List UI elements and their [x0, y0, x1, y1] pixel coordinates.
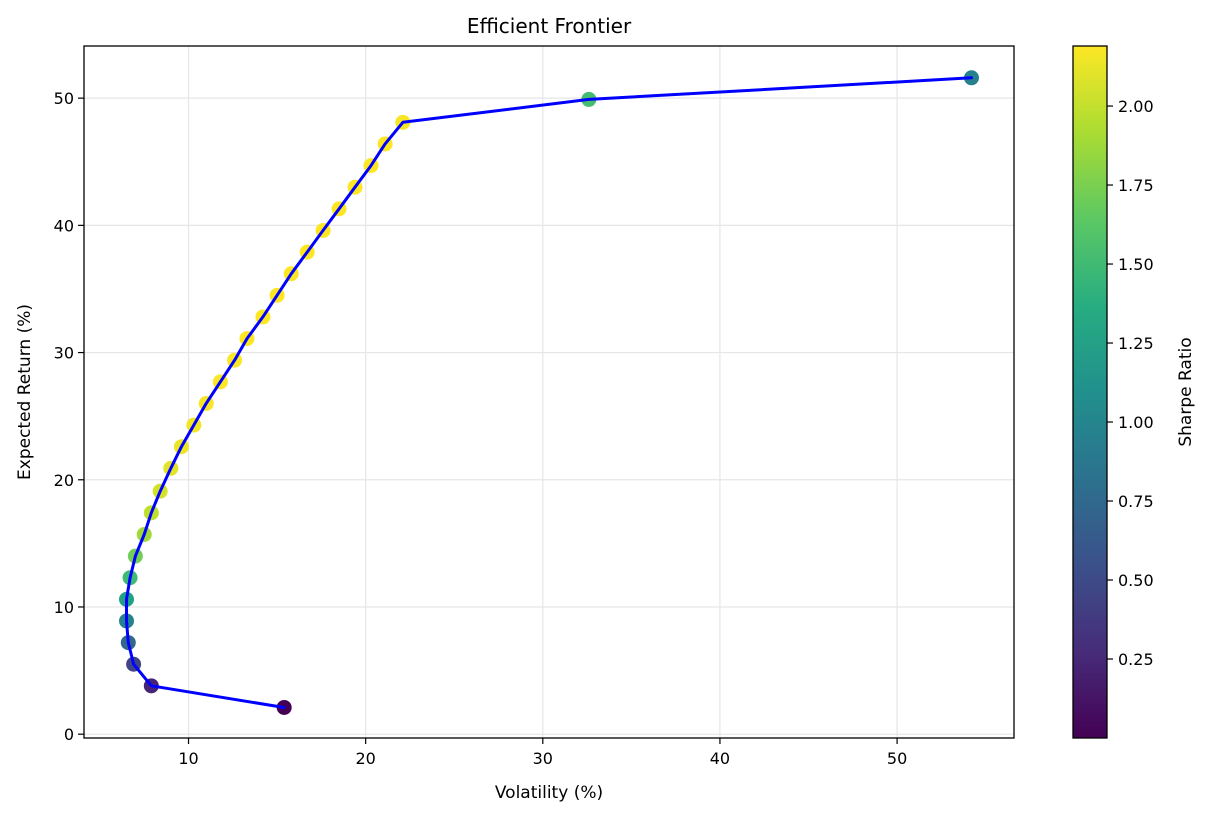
x-axis-label: Volatility (%) [495, 783, 603, 803]
colorbar-label: Sharpe Ratio [1176, 337, 1196, 446]
grid [84, 46, 1014, 738]
y-tick-label: 30 [54, 344, 74, 363]
colorbar-tick-label: 0.25 [1118, 650, 1154, 669]
colorbar-tick-label: 2.00 [1118, 97, 1154, 116]
y-tick-label: 50 [54, 89, 74, 108]
x-axis-ticks: 10 20 30 40 50 [178, 738, 907, 768]
y-axis-label: Expected Return (%) [15, 304, 35, 480]
frontier-layer [125, 76, 973, 709]
y-axis-ticks: 0 10 20 30 40 50 [54, 89, 84, 744]
x-tick-label: 40 [710, 749, 730, 768]
colorbar-tick-label: 1.00 [1118, 413, 1154, 432]
x-tick-label: 20 [355, 749, 375, 768]
colorbar [1072, 45, 1108, 739]
colorbar-tick-label: 1.25 [1118, 334, 1154, 353]
colorbar-tick-label: 0.50 [1118, 571, 1154, 590]
y-tick-label: 0 [64, 725, 74, 744]
x-tick-label: 10 [178, 749, 198, 768]
plot-frame [83, 45, 1015, 739]
x-tick-label: 50 [887, 749, 907, 768]
efficient-frontier-line [125, 76, 973, 709]
colorbar-tick-label: 0.75 [1118, 492, 1154, 511]
y-tick-label: 40 [54, 216, 74, 235]
colorbar-tick-label: 1.50 [1118, 255, 1154, 274]
x-tick-label: 30 [533, 749, 553, 768]
y-tick-label: 20 [54, 471, 74, 490]
points-layer [119, 70, 979, 715]
colorbar-tick-label: 1.75 [1118, 176, 1154, 195]
colorbar-ticks: 0.25 0.50 0.75 1.00 1.25 1.50 1.75 2.00 [1107, 97, 1154, 669]
y-tick-label: 10 [54, 598, 74, 617]
chart-title: Efficient Frontier [467, 14, 632, 38]
